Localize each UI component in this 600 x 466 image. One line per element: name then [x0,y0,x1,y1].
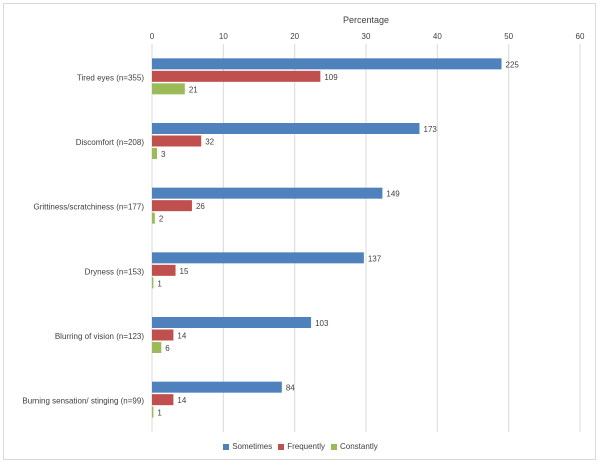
data-label: 32 [205,138,214,147]
bar-constantly-5 [152,406,154,418]
x-tick-label: 50 [504,32,513,41]
category-label: Tired eyes (n=355) [77,73,144,82]
bar-constantly-3 [152,277,154,289]
legend-label: Frequently [287,442,325,451]
data-labels: 225 109 21 173 32 3 149 26 2 137 15 1 103 14 6 84 14 1 [157,60,519,417]
legend-swatch [278,443,285,450]
x-tick-labels: 0 10 20 30 40 50 60 [150,32,585,41]
category-label: Burning sensation/ stinging (n=99) [22,397,144,406]
x-tick-label: 60 [576,32,585,41]
data-label: 14 [177,332,186,341]
x-tick-label: 0 [150,32,155,41]
x-tick-label: 40 [433,32,442,41]
bar-frequently-4 [152,329,174,341]
x-tick-label: 20 [290,32,299,41]
data-label: 149 [386,190,400,199]
bar-chart: Percentage 0 10 20 30 40 50 60 Tired eyes (n=3… [22,15,585,432]
gridlines [151,44,581,432]
bar-sometimes-3 [152,252,364,264]
bars [152,58,502,418]
data-label: 84 [286,384,295,393]
data-label: 1 [157,279,162,288]
data-label: 103 [315,319,329,328]
category-label: Dryness (n=153) [85,267,145,276]
category-label: Discomfort (n=208) [76,138,145,147]
data-label: 2 [159,215,164,224]
bar-constantly-2 [152,212,155,224]
legend-item-constantly: Constantly [331,442,378,451]
x-tick-label: 30 [362,32,371,41]
data-label: 14 [177,396,186,405]
category-label: Blurring of vision (n=123) [55,332,144,341]
bar-sometimes-4 [152,317,312,328]
category-label: Grittiness/scratchiness (n=177) [34,203,145,212]
bar-constantly-1 [152,148,157,159]
x-tick-label: 10 [219,32,228,41]
bar-sometimes-5 [152,381,282,393]
data-label: 21 [189,85,198,94]
legend: Sometimes Frequently Constantly [4,442,597,452]
data-label: 3 [161,150,166,159]
bar-frequently-3 [152,264,176,276]
data-label: 6 [165,344,170,353]
legend-label: Constantly [340,442,378,451]
legend-item-sometimes: Sometimes [223,442,272,451]
bar-frequently-1 [152,135,202,147]
data-label: 137 [368,254,382,263]
bar-sometimes-2 [152,187,383,199]
data-label: 173 [424,125,438,134]
legend-swatch [223,443,230,450]
bar-frequently-2 [152,200,192,212]
bar-constantly-0 [152,83,185,95]
bar-constantly-4 [152,342,162,353]
bar-sometimes-1 [152,123,420,134]
legend-label: Sometimes [232,442,273,451]
bar-sometimes-0 [152,58,502,70]
bar-frequently-5 [152,394,174,406]
x-axis-title: Percentage [343,15,389,25]
data-label: 225 [506,60,520,69]
data-label: 1 [157,409,162,418]
legend-swatch [331,443,337,450]
data-label: 15 [180,267,189,276]
bar-frequently-0 [152,70,321,82]
chart-frame: Percentage 0 10 20 30 40 50 60 Tired eyes (n=3… [3,3,596,460]
data-label: 26 [196,202,205,211]
data-label: 109 [324,73,338,82]
category-labels: Tired eyes (n=355) Discomfort (n=208) Grit… [22,73,144,405]
legend-item-frequently: Frequently [278,442,325,451]
